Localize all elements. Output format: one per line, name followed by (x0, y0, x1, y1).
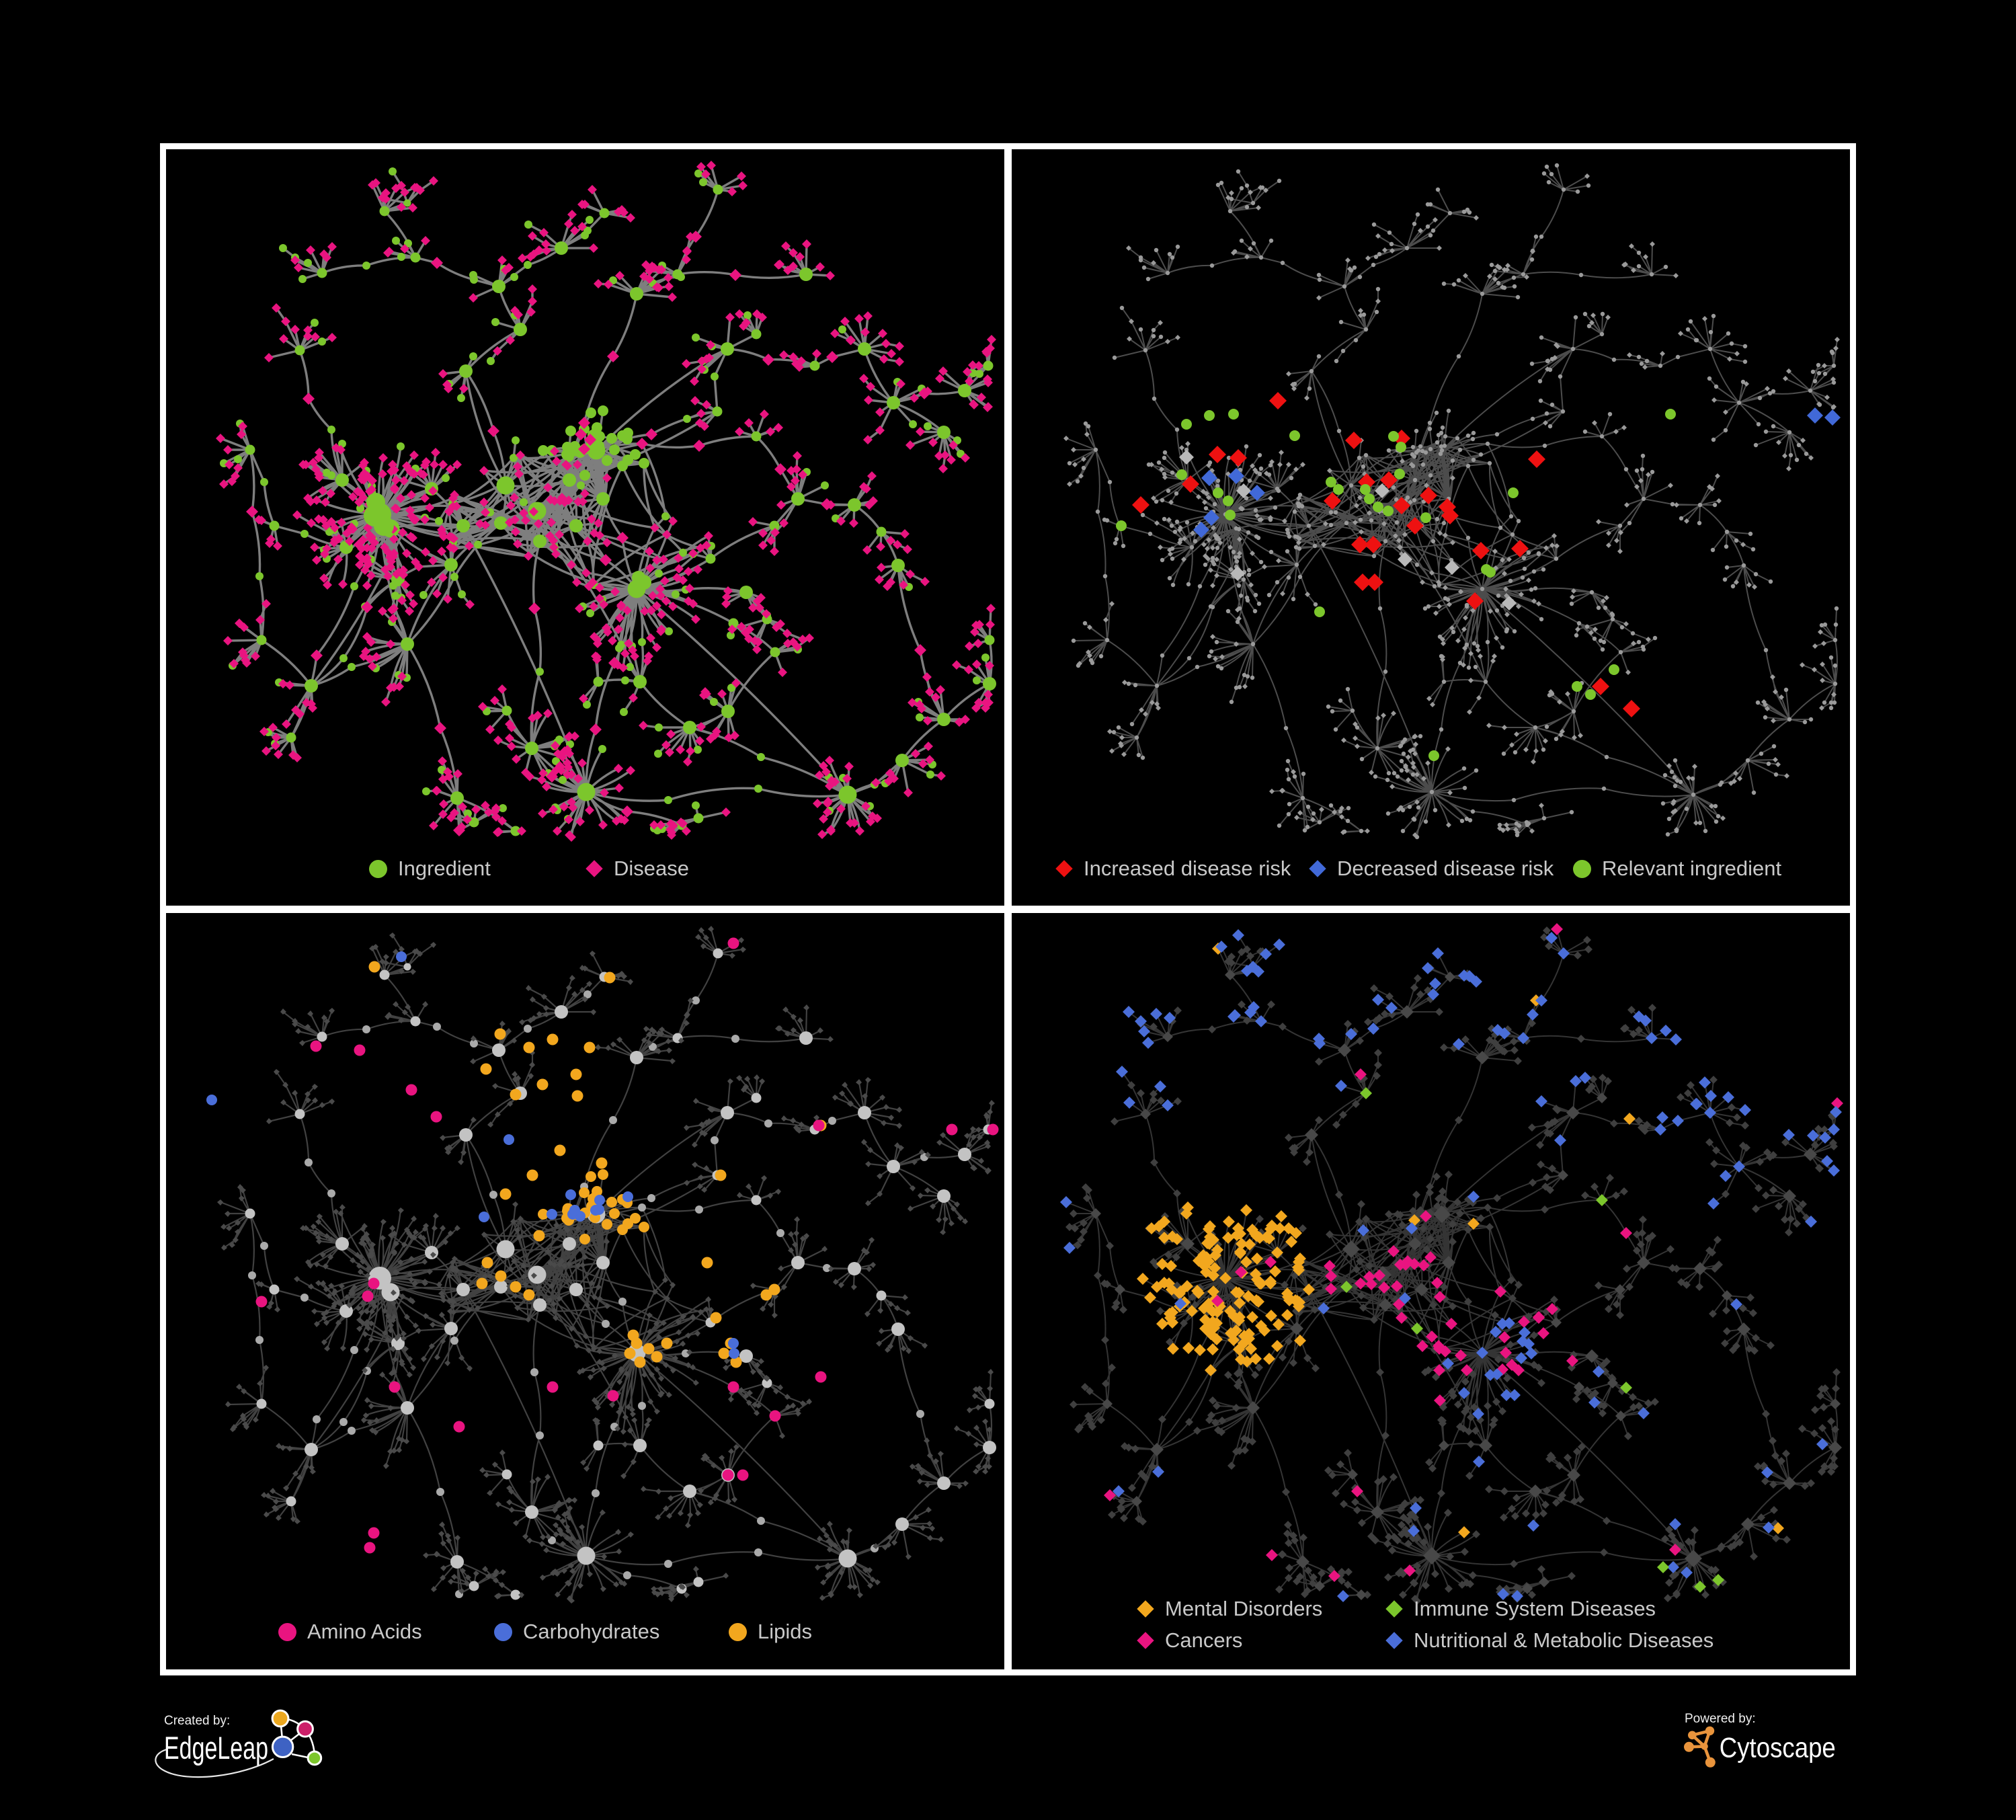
svg-text:Cytoscape: Cytoscape (1720, 1731, 1836, 1763)
svg-text:EdgeLeap: EdgeLeap (164, 1730, 268, 1766)
